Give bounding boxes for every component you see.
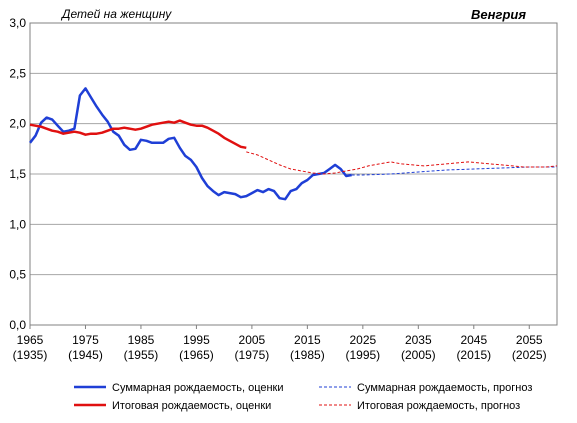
y-tick-label: 2,5 xyxy=(9,66,26,80)
x-tick-label: 1975 xyxy=(72,333,99,347)
legend-label-1: Суммарная рождаемость, оценки xyxy=(112,382,284,394)
x-tick-label-cohort: (2015) xyxy=(456,348,491,362)
y-tick-label: 0,5 xyxy=(9,268,26,282)
y-axis-ticks: 0,0 0,5 1,0 1,5 2,0 2,5 3,0 xyxy=(9,16,26,332)
gridlines xyxy=(30,72,557,276)
x-tick-label: 1995 xyxy=(183,333,210,347)
x-tick-label: 2025 xyxy=(349,333,376,347)
legend: Суммарная рождаемость, оценки Итоговая ро… xyxy=(74,382,532,412)
x-tick-label-cohort: (1985) xyxy=(290,348,325,362)
legend-label-3: Суммарная рождаемость, прогноз xyxy=(357,382,532,394)
x-axis-ticks: 1965(1935) 1975(1945) 1985(1955) 1995(1965)… xyxy=(13,325,547,362)
x-tick-label-cohort: (2025) xyxy=(512,348,547,362)
legend-label-4: Итоговая рождаемость, прогноз xyxy=(357,400,520,412)
x-tick-label: 1985 xyxy=(128,333,155,347)
plot-area-frame xyxy=(29,22,558,326)
x-tick-label-cohort: (1935) xyxy=(13,348,48,362)
x-tick-label-cohort: (1975) xyxy=(235,348,270,362)
x-tick-label: 2045 xyxy=(460,333,487,347)
series-lines xyxy=(29,87,558,201)
legend-label-2: Итоговая рождаемость, оценки xyxy=(112,400,271,412)
y-tick-label: 0,0 xyxy=(9,318,26,332)
x-tick-label: 1965 xyxy=(17,333,44,347)
x-tick-label-cohort: (1945) xyxy=(68,348,103,362)
x-tick-label-cohort: (1955) xyxy=(124,348,159,362)
x-tick-label: 2035 xyxy=(405,333,432,347)
x-tick-label: 2055 xyxy=(516,333,543,347)
series-line-4 xyxy=(246,151,558,175)
series-line-3 xyxy=(351,166,557,176)
y-axis-label: Детей на женщину xyxy=(60,7,172,21)
x-tick-label-cohort: (2005) xyxy=(401,348,436,362)
y-tick-label: 2,0 xyxy=(9,117,26,131)
chart-title: Венгрия xyxy=(471,7,526,22)
y-tick-label: 3,0 xyxy=(9,16,26,30)
x-tick-label-cohort: (1965) xyxy=(179,348,214,362)
series-line-2 xyxy=(29,119,247,150)
y-tick-label: 1,0 xyxy=(9,217,26,231)
y-tick-label: 1,5 xyxy=(9,167,26,181)
x-tick-label: 2005 xyxy=(239,333,266,347)
x-tick-label: 2015 xyxy=(294,333,321,347)
x-tick-label-cohort: (1995) xyxy=(345,348,380,362)
series-line-1 xyxy=(29,87,352,201)
